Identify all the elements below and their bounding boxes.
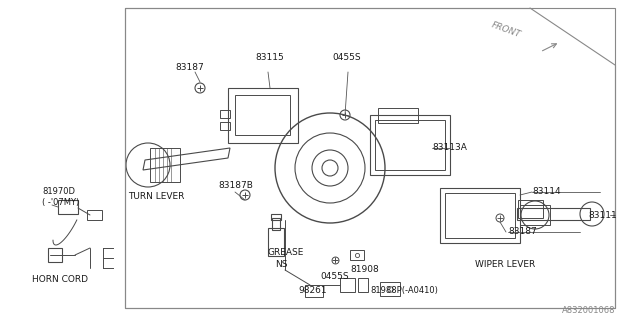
Bar — [358, 278, 368, 292]
Bar — [235, 95, 290, 135]
Text: 83187B: 83187B — [218, 181, 253, 190]
Text: 83187: 83187 — [508, 228, 537, 236]
Bar — [440, 188, 520, 243]
Text: 83111: 83111 — [588, 211, 617, 220]
Text: ( -'07MY): ( -'07MY) — [42, 198, 79, 207]
Text: WIPER LEVER: WIPER LEVER — [475, 260, 535, 269]
Bar — [370, 115, 450, 175]
Bar — [520, 205, 550, 225]
Text: NS: NS — [275, 260, 287, 269]
Bar — [518, 200, 543, 218]
Bar — [125, 8, 615, 308]
Text: TURN LEVER: TURN LEVER — [128, 192, 184, 201]
Text: GREASE: GREASE — [267, 248, 303, 257]
Text: 83115: 83115 — [255, 53, 284, 62]
Text: 81908: 81908 — [350, 265, 379, 274]
Bar — [380, 282, 400, 296]
Bar — [375, 120, 445, 170]
Bar — [220, 110, 230, 118]
Bar — [272, 218, 280, 230]
Text: HORN CORD: HORN CORD — [32, 275, 88, 284]
Bar — [350, 250, 364, 260]
Text: FRONT: FRONT — [490, 20, 522, 39]
Bar — [58, 200, 78, 214]
Bar — [445, 193, 515, 238]
Bar — [271, 214, 281, 220]
Bar — [220, 122, 230, 130]
Bar — [150, 148, 180, 182]
Text: A832001068: A832001068 — [561, 306, 615, 315]
Bar — [378, 108, 418, 123]
Text: 83187: 83187 — [175, 63, 204, 72]
Bar — [48, 248, 62, 262]
Bar — [305, 285, 323, 297]
Bar — [87, 210, 102, 220]
Text: 83114: 83114 — [532, 188, 561, 196]
Text: 81970D: 81970D — [42, 187, 75, 196]
Bar — [340, 278, 355, 292]
Text: 98261: 98261 — [298, 286, 326, 295]
Bar — [228, 88, 298, 143]
Text: 0455S: 0455S — [320, 272, 349, 281]
Bar — [268, 228, 284, 256]
Text: 0455S: 0455S — [332, 53, 360, 62]
Text: 83113A: 83113A — [432, 143, 467, 153]
Text: 81988P(-A0410): 81988P(-A0410) — [370, 286, 438, 295]
